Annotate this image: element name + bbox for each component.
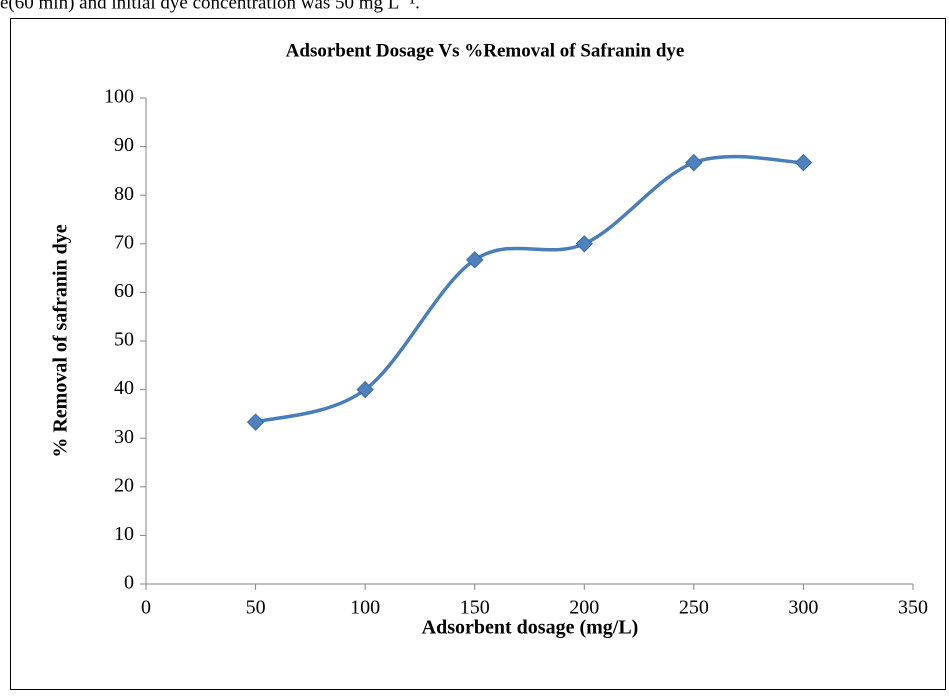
data-point xyxy=(575,235,593,253)
y-tick-label: 30 xyxy=(114,426,134,448)
data-point xyxy=(685,153,703,172)
y-axis-label: % Removal of safranin dye xyxy=(50,224,72,457)
x-tick-label: 150 xyxy=(460,597,490,619)
x-tick-label: 300 xyxy=(788,597,818,619)
y-tick-label: 50 xyxy=(114,329,134,351)
data-point xyxy=(794,153,813,172)
data-point xyxy=(466,251,484,269)
x-tick-label: 250 xyxy=(679,597,709,619)
y-tick-label: 100 xyxy=(104,86,134,108)
y-tick-label: 70 xyxy=(114,231,134,253)
y-tick-label: 0 xyxy=(124,572,134,594)
x-tick-label: 0 xyxy=(141,597,151,619)
x-axis-label: Adsorbent dosage (mg/L) xyxy=(422,617,639,639)
x-tick-label: 100 xyxy=(350,597,380,619)
y-tick-label: 80 xyxy=(114,183,134,205)
data-point xyxy=(246,413,265,431)
y-tick-label: 60 xyxy=(114,280,134,302)
chart-title: Adsorbent Dosage Vs %Removal of Safranin… xyxy=(286,40,685,61)
chart-border xyxy=(10,18,946,690)
y-tick-label: 10 xyxy=(114,523,134,545)
y-tick-label: 40 xyxy=(114,377,134,399)
data-line xyxy=(255,154,804,424)
y-tick-label: 90 xyxy=(114,134,134,156)
x-tick-label: 50 xyxy=(246,597,266,619)
x-tick-label: 200 xyxy=(569,597,599,619)
caption: e(60 min) and initial dye concentration … xyxy=(0,0,420,13)
data-point xyxy=(356,380,374,399)
y-tick-label: 20 xyxy=(114,474,134,496)
x-tick-label: 350 xyxy=(898,597,928,619)
